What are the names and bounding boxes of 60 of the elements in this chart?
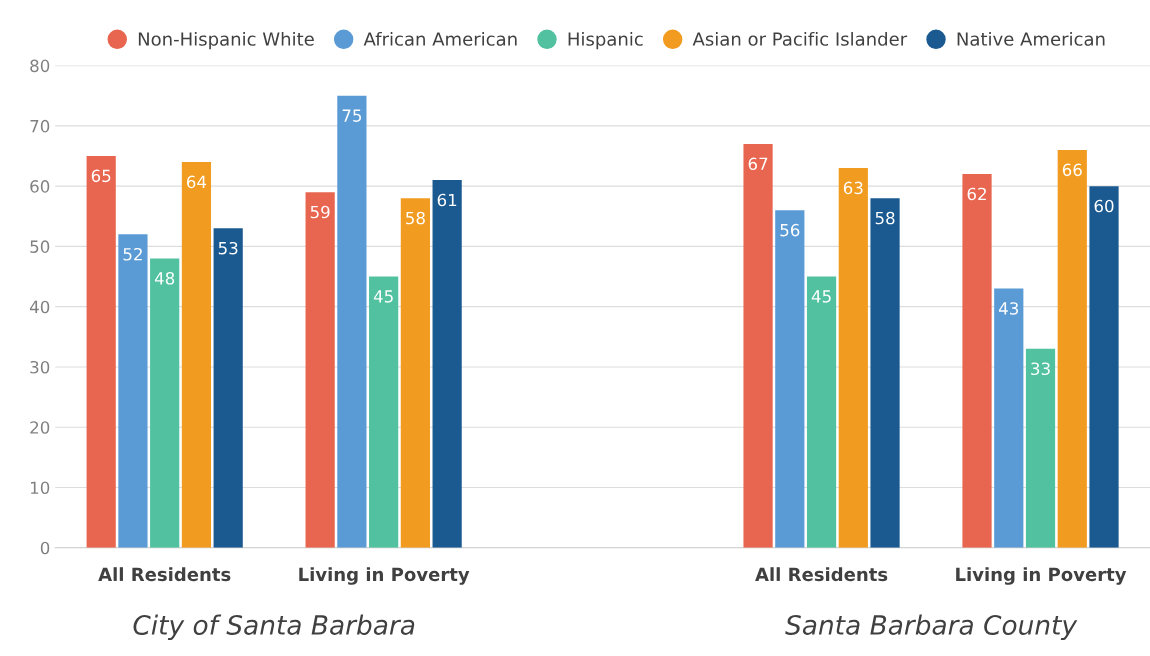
y-tick-label: 0 (40, 541, 50, 555)
data-label: 59 (310, 205, 330, 219)
bar (337, 95, 367, 548)
bar (743, 143, 773, 548)
data-label: 58 (875, 211, 895, 225)
y-tick-label: 80 (30, 59, 50, 73)
data-label: 60 (1094, 199, 1114, 213)
text: Santa Barbara County (785, 614, 1078, 641)
y-tick-label: 50 (30, 240, 50, 253)
bar (150, 258, 180, 548)
bar (962, 174, 992, 548)
legend-label: Non-Hispanic White (138, 31, 314, 50)
bar (1057, 149, 1087, 548)
bar (775, 210, 805, 548)
data-label: 53 (218, 241, 238, 255)
bar (1025, 348, 1056, 548)
bar (181, 162, 212, 548)
legend-label: Asian or Pacific Islander (692, 31, 908, 46)
text: City of Santa Barbara (133, 614, 415, 641)
bar (400, 198, 430, 548)
data-label: 58 (406, 211, 425, 225)
data-label: 63 (843, 181, 863, 195)
y-tick-label: 60 (30, 180, 50, 193)
bar (870, 198, 900, 548)
y-tick-label: 10 (30, 481, 50, 495)
data-label: 45 (373, 290, 393, 303)
data-label: 52 (123, 247, 142, 261)
y-tick-label: 20 (30, 421, 50, 434)
data-label: 62 (967, 187, 986, 201)
y-tick-label: 70 (30, 119, 50, 133)
bar (369, 276, 399, 548)
legend-label: African American (363, 31, 517, 46)
data-label: 67 (748, 157, 768, 171)
bar (432, 180, 462, 548)
bar (305, 192, 335, 548)
y-tick-label: 40 (29, 300, 50, 314)
data-label: 61 (437, 193, 457, 207)
y-tick-label: 30 (30, 360, 50, 374)
bar (838, 168, 868, 548)
data-label: 56 (780, 223, 800, 237)
data-label: 48 (154, 272, 175, 285)
bar (806, 276, 837, 548)
data-label: 43 (998, 302, 1019, 315)
data-label: 65 (91, 169, 111, 183)
bar (118, 234, 148, 548)
bar (1089, 186, 1119, 548)
x-tick-label: All Residents (98, 567, 231, 582)
legend-label: Hispanic (568, 31, 643, 50)
bar (86, 156, 116, 548)
bar (994, 288, 1024, 548)
data-label: 66 (1062, 163, 1082, 177)
bar (213, 228, 243, 548)
x-tick-label: Living in Poverty (299, 567, 470, 585)
x-tick-label: Living in Poverty (956, 567, 1127, 585)
data-label: 64 (186, 175, 207, 189)
x-tick-label: All Residents (755, 567, 888, 582)
data-label: 45 (811, 290, 831, 303)
legend-label: Native American (957, 31, 1105, 46)
data-label: 33 (1031, 362, 1050, 376)
data-label: 75 (342, 109, 362, 122)
